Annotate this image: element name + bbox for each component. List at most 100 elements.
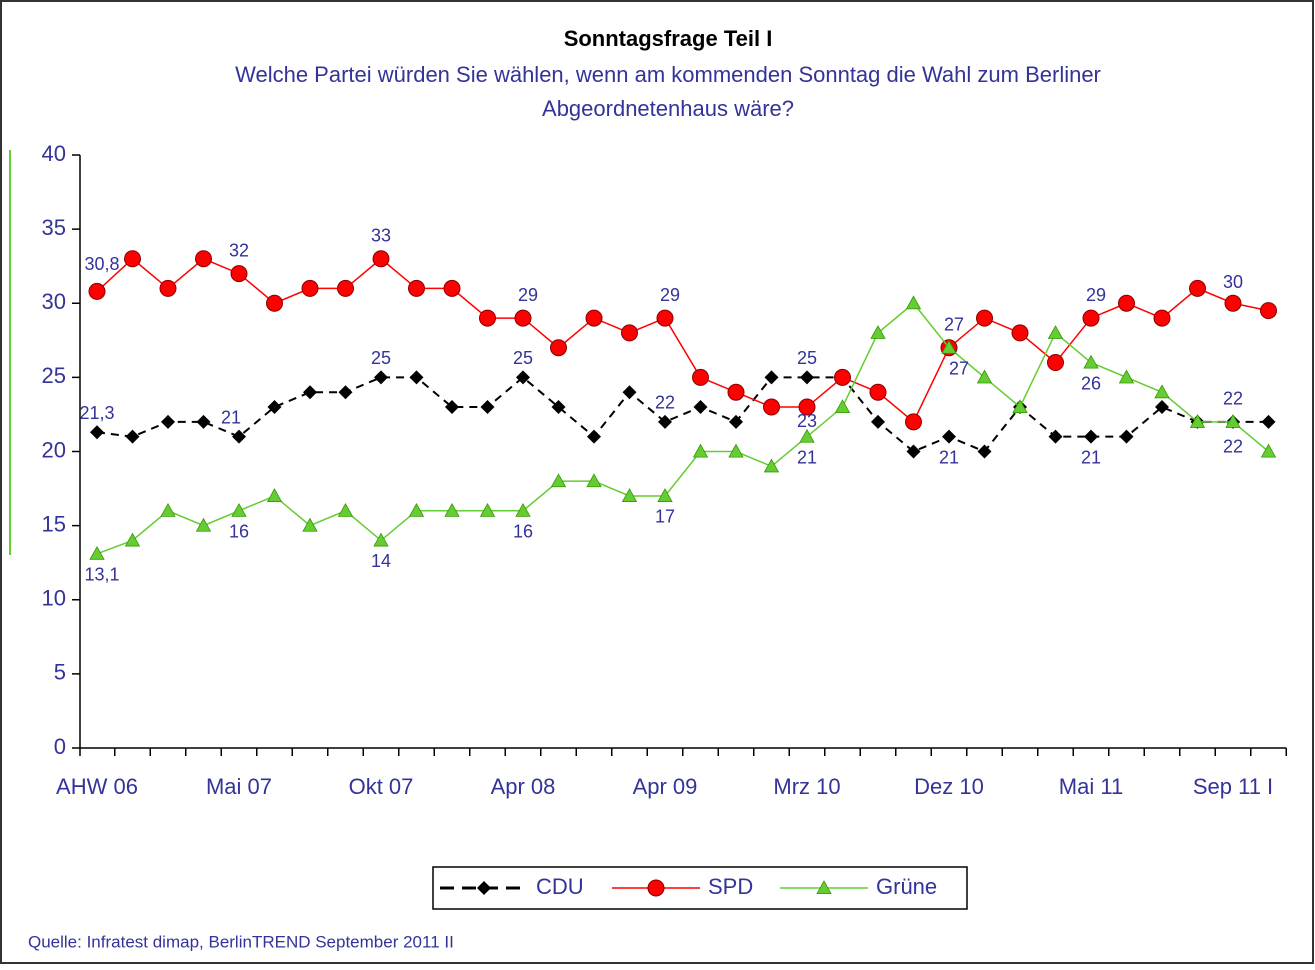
data-label: 21 [221, 407, 241, 427]
point [337, 279, 354, 297]
point [1119, 429, 1134, 444]
x-tick-label: Mai 11 [1059, 774, 1123, 799]
point [338, 385, 353, 400]
point [230, 265, 248, 283]
legend-marker [816, 880, 832, 894]
point [124, 250, 141, 268]
point [195, 517, 212, 532]
data-label: 13,1 [84, 565, 119, 585]
point [1048, 429, 1063, 444]
point [480, 400, 495, 415]
y-tick-label: 5 [54, 660, 66, 685]
point [550, 339, 567, 357]
x-tick-label: Okt 07 [349, 774, 414, 799]
point [479, 502, 496, 517]
y-tick-label: 10 [42, 586, 66, 611]
point [622, 385, 637, 400]
point [871, 414, 885, 429]
point [443, 279, 461, 297]
point [1012, 399, 1028, 414]
point [942, 429, 956, 444]
data-label: 17 [655, 507, 675, 527]
point [1224, 294, 1242, 312]
data-label: 29 [660, 285, 680, 305]
point [89, 545, 105, 560]
point [1118, 369, 1135, 384]
y-tick-label: 35 [42, 215, 66, 240]
point [196, 414, 211, 429]
x-tick-label: Mrz 10 [773, 774, 840, 799]
source-note: Quelle: Infratest dimap, BerlinTREND Sep… [28, 932, 454, 951]
data-label: 25 [513, 348, 533, 368]
data-label: 25 [797, 348, 817, 368]
point [445, 400, 459, 415]
point [266, 488, 283, 502]
point [479, 309, 496, 327]
point [1225, 414, 1241, 428]
point [905, 413, 922, 431]
point [515, 502, 531, 517]
data-label: 21 [939, 447, 959, 467]
point [658, 414, 672, 429]
point [302, 517, 318, 532]
point [727, 383, 745, 401]
point [516, 370, 530, 385]
point [763, 398, 780, 416]
y-tick-label: 25 [42, 363, 66, 388]
data-label: 33 [371, 226, 391, 246]
data-label: 21,3 [79, 403, 114, 423]
data-label: 27 [949, 358, 969, 378]
point [1154, 384, 1170, 399]
y-tick-label: 40 [42, 141, 66, 166]
point [976, 309, 993, 327]
chart-subtitle: Abgeordnetenhaus wäre? [542, 96, 794, 121]
point [266, 294, 283, 312]
point [621, 324, 638, 342]
point [160, 502, 176, 517]
y-tick-label: 0 [54, 734, 66, 759]
point [693, 400, 708, 415]
point [692, 443, 709, 458]
point [1118, 294, 1135, 312]
point [941, 339, 957, 354]
data-label: 16 [513, 522, 533, 542]
line-1 [96, 257, 1269, 424]
data-label: 27 [944, 314, 964, 334]
x-tick-label: Apr 08 [491, 774, 556, 799]
data-label: 26 [1081, 373, 1101, 393]
x-tick-label: Apr 09 [633, 774, 698, 799]
point [1047, 325, 1064, 339]
point [1082, 309, 1100, 327]
point [1261, 414, 1276, 429]
point [1047, 354, 1064, 372]
y-tick-label: 30 [42, 289, 66, 314]
data-label: 14 [371, 551, 391, 571]
point [585, 309, 603, 327]
data-label: 22 [1223, 437, 1243, 457]
point [1260, 302, 1277, 320]
point [301, 279, 319, 297]
point [869, 383, 887, 401]
legend-marker [647, 879, 665, 897]
data-label: 23 [797, 411, 817, 431]
point [799, 428, 815, 443]
point [231, 502, 247, 517]
point [159, 279, 177, 297]
point [409, 370, 424, 385]
point [195, 250, 212, 268]
point [728, 443, 744, 458]
point [1155, 400, 1169, 415]
legend-marker [477, 881, 491, 895]
point [798, 398, 816, 416]
x-tick-label: Mai 07 [206, 774, 272, 799]
point [800, 370, 814, 385]
point [977, 444, 992, 459]
point [1084, 429, 1098, 444]
x-tick-label: AHW 06 [56, 774, 138, 799]
point [444, 502, 460, 517]
point [905, 295, 922, 310]
point [88, 282, 106, 300]
point [232, 429, 246, 444]
point [976, 369, 993, 384]
